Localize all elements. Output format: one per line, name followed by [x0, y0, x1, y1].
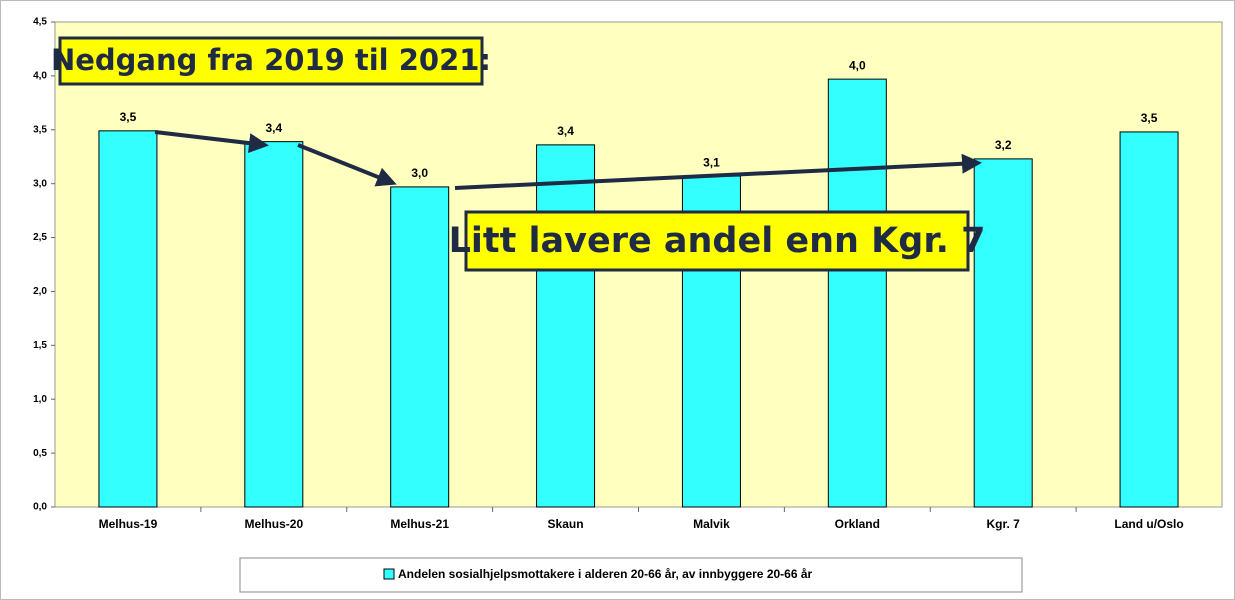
annotation-box — [58, 36, 484, 86]
value-label: 3,4 — [557, 124, 574, 138]
x-tick-label: Melhus-21 — [390, 517, 449, 531]
bar — [1119, 131, 1179, 508]
value-label: 3,1 — [703, 155, 720, 169]
legend — [239, 557, 1023, 593]
value-label: 3,4 — [265, 121, 282, 135]
annotation: Litt lavere andel enn Kgr. 7 — [449, 221, 986, 261]
legend-swatch — [383, 568, 395, 580]
y-tick-label: 3,0 — [33, 178, 47, 189]
y-tick-label: 4,0 — [33, 71, 47, 82]
value-label: 4,0 — [849, 58, 866, 72]
bar — [973, 158, 1033, 508]
y-tick-label: 1,0 — [33, 394, 47, 405]
y-tick-label: 1,5 — [33, 340, 47, 351]
arrow — [454, 153, 982, 190]
bar — [390, 186, 450, 508]
x-tick-label: Melhus-20 — [244, 517, 303, 531]
x-tick-label: Melhus-19 — [99, 517, 158, 531]
arrow — [154, 130, 269, 154]
annotation-box — [464, 210, 970, 272]
y-tick-label: 2,0 — [33, 286, 47, 297]
arrow — [297, 143, 397, 187]
x-tick-label: Orkland — [835, 517, 880, 531]
value-label: 3,5 — [1141, 111, 1158, 125]
bar — [536, 144, 596, 508]
y-tick-label: 3,5 — [33, 124, 47, 135]
legend-label: Andelen sosialhjelpsmottakere i alderen … — [398, 567, 813, 581]
y-tick-label: 4,5 — [33, 17, 47, 28]
bar — [827, 78, 887, 508]
bar — [98, 130, 158, 508]
y-tick-label: 2,5 — [33, 232, 47, 243]
value-label: 3,0 — [411, 166, 428, 180]
y-tick-label: 0,0 — [33, 502, 47, 513]
bar — [244, 141, 304, 508]
x-tick-label: Land u/Oslo — [1114, 517, 1183, 531]
x-tick-label: Malvik — [693, 517, 730, 531]
y-tick-label: 0,5 — [33, 448, 47, 459]
x-tick-label: Skaun — [548, 517, 584, 531]
annotation: Nedgang fra 2019 til 2021: — [51, 43, 491, 77]
value-label: 3,2 — [995, 138, 1012, 152]
x-tick-label: Kgr. 7 — [987, 517, 1021, 531]
value-label: 3,5 — [120, 110, 137, 124]
